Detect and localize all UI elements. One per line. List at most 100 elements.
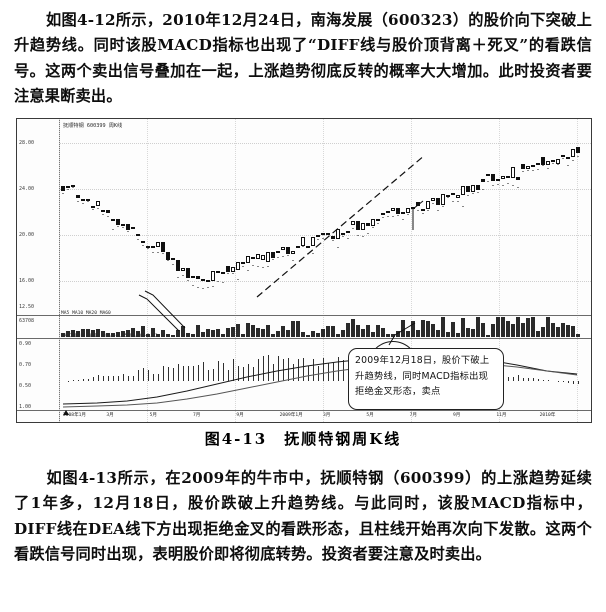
- volume-bar: [326, 326, 330, 337]
- volume-bar: [371, 332, 375, 337]
- rejected-cross-callout[interactable]: 拒绝金叉: [412, 422, 484, 423]
- trendline-callout-leader-b: [144, 290, 186, 329]
- candle-wick: [347, 237, 349, 239]
- candle-body: [196, 276, 200, 279]
- volume-bar: [301, 332, 305, 337]
- candle-body: [161, 242, 165, 252]
- candle-body: [271, 251, 275, 259]
- sell-signal-callout[interactable]: 2009年12月18日，股价下破上升趋势线，同时MACD指标出现拒绝金叉形态，卖…: [348, 348, 504, 410]
- volume-bar: [476, 317, 480, 337]
- candle-wick: [217, 280, 219, 282]
- candle-body: [501, 175, 505, 180]
- candle-wick: [207, 287, 209, 289]
- candle-wick: [292, 260, 294, 262]
- candle: [226, 266, 230, 274]
- date-axis-tick: 3月: [106, 413, 114, 418]
- candle: [281, 246, 285, 258]
- macd-bar: [303, 357, 304, 381]
- candle-wick: [192, 285, 194, 287]
- macd-bar: [323, 357, 324, 381]
- volume-bar: [236, 324, 240, 337]
- macd-bar: [333, 363, 334, 381]
- candle: [556, 159, 560, 166]
- candle-body: [441, 193, 445, 205]
- volume-bar: [386, 333, 390, 337]
- macd-bar: [208, 369, 209, 381]
- candle-body: [556, 159, 560, 164]
- volume-bar: [251, 325, 255, 337]
- candle-body: [76, 195, 80, 199]
- candle: [506, 175, 510, 185]
- candle-body: [181, 267, 185, 272]
- candle: [326, 232, 330, 235]
- date-axis-tick: 2008年1月: [63, 413, 87, 418]
- macd-bar: [568, 381, 569, 383]
- candle-wick: [342, 235, 344, 237]
- candle-wick: [142, 245, 144, 247]
- macd-bar: [263, 356, 264, 381]
- candle: [456, 195, 460, 202]
- volume-axis-tick: 63708: [19, 318, 35, 324]
- volume-bar: [241, 334, 245, 337]
- candle-body: [406, 208, 410, 214]
- candle-body: [311, 237, 315, 247]
- volume-bar: [356, 324, 360, 337]
- candle-wick: [107, 216, 109, 218]
- candle-wick: [567, 164, 569, 166]
- candle-wick: [537, 169, 539, 171]
- volume-bar: [456, 332, 460, 337]
- candle: [341, 232, 345, 237]
- volume-bar: [341, 329, 345, 337]
- volume-bar: [526, 318, 530, 337]
- volume-bar: [401, 320, 405, 337]
- candle-body: [246, 256, 250, 264]
- macd-bar: [173, 367, 174, 381]
- candle: [166, 251, 170, 262]
- candle: [211, 271, 215, 287]
- candle-body: [186, 267, 190, 279]
- candle-wick: [277, 256, 279, 258]
- candle-body: [521, 163, 525, 169]
- candle-body: [146, 245, 150, 248]
- candle-body: [471, 185, 475, 193]
- candle-wick: [237, 278, 239, 280]
- candle-wick: [572, 159, 574, 161]
- candle-body: [511, 167, 515, 178]
- candle-body: [221, 272, 225, 275]
- candle: [356, 221, 360, 236]
- candle: [471, 185, 475, 195]
- candle-body: [281, 246, 285, 251]
- candle: [161, 242, 165, 254]
- macd-bar: [138, 370, 139, 381]
- candle: [91, 206, 95, 210]
- candle-body: [396, 207, 400, 214]
- macd-bar: [218, 361, 219, 381]
- candle-wick: [242, 266, 244, 268]
- volume-bar: [96, 329, 100, 337]
- candle: [416, 201, 420, 211]
- volume-bar: [511, 323, 515, 337]
- candle: [221, 272, 225, 283]
- gridline-h: [59, 281, 591, 282]
- date-axis-tick: 9月: [453, 413, 461, 418]
- volume-bar: [451, 322, 455, 337]
- stock-chart[interactable]: 28.00 24.00 20.00 16.00 12.50 抚顺特钢 60039…: [16, 118, 592, 423]
- candle-body: [216, 271, 220, 274]
- candle-body: [231, 266, 235, 272]
- candle: [461, 186, 465, 207]
- candle-wick: [432, 203, 434, 205]
- volume-bar: [436, 330, 440, 337]
- price-axis-tick: 12.50: [19, 304, 35, 310]
- candle: [306, 246, 310, 255]
- candle: [261, 254, 265, 269]
- candle: [521, 163, 525, 172]
- volume-bar: [121, 331, 125, 337]
- volume-bar: [471, 328, 475, 337]
- candle-wick: [182, 275, 184, 277]
- volume-bar: [261, 328, 265, 337]
- macd-bar: [328, 363, 329, 381]
- volume-bar: [171, 334, 175, 337]
- candle-wick: [562, 157, 564, 159]
- volume-bar: [296, 321, 300, 337]
- volume-bar: [111, 333, 115, 337]
